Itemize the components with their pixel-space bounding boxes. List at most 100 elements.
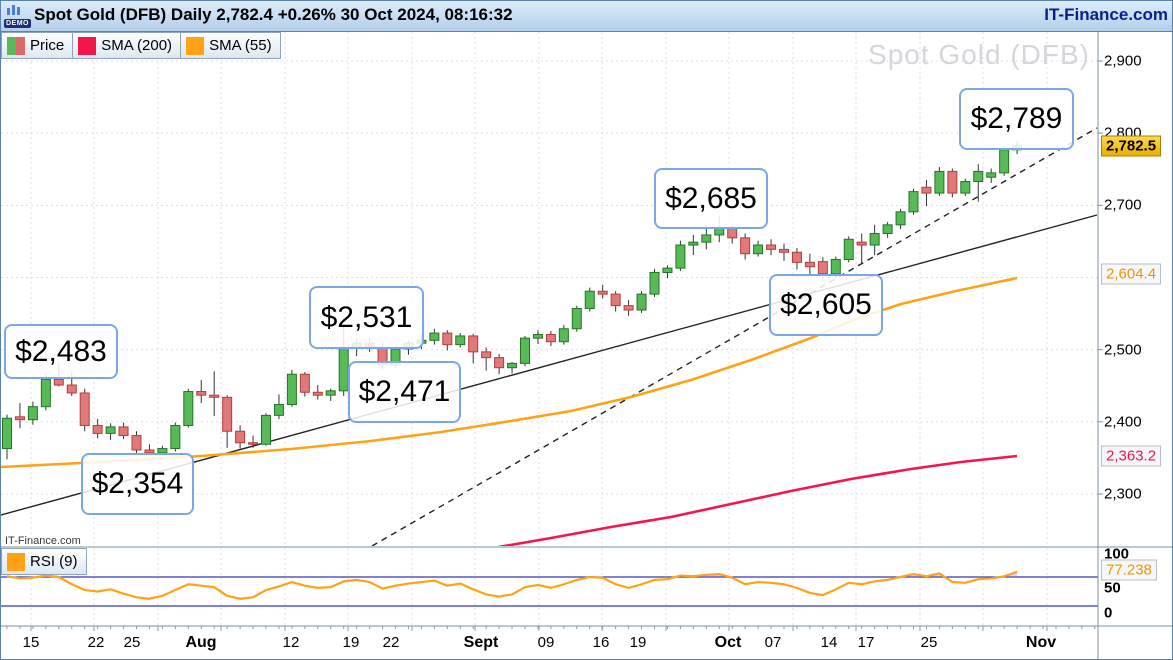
last-price-tag: 2,782.5 [1101,135,1162,157]
candle [507,361,518,374]
legend-sma200[interactable]: SMA (200) [73,32,182,59]
price-annotation[interactable]: $2,471 [348,361,461,423]
candle [248,435,259,448]
candle [856,233,867,264]
candle [27,401,38,425]
legend-sma55[interactable]: SMA (55) [181,32,281,59]
rsi-axis-label: 100 [1104,545,1130,563]
candle [973,164,984,202]
candle [701,225,712,250]
axis-ticks [6,626,1096,631]
legend-rsi[interactable]: RSI (9) [1,548,87,575]
candle [584,287,595,312]
candle [196,379,207,404]
candle [532,330,543,344]
y-axis-label: 2,700 [1104,196,1142,214]
y-axis-label: 2,900 [1104,52,1142,70]
candle [273,394,284,419]
candle [118,422,129,440]
candle [494,354,505,375]
x-axis-day-label: 25 [920,634,938,651]
candle [429,328,440,345]
rsi-axis-label: 50 [1104,579,1121,597]
candle [882,221,893,238]
price-annotation[interactable]: $2,354 [81,453,194,515]
x-axis-day-label: 22 [87,634,105,651]
candle [455,333,466,348]
price-annotation[interactable]: $2,605 [769,274,883,336]
gridlines [1,32,1098,625]
x-axis-month-label: Sept [463,634,499,651]
candle [623,299,634,316]
x-axis-day-label: 16 [592,634,610,651]
candle [610,291,621,312]
candle [157,445,168,454]
rsi-value-tag: 77.238 [1101,559,1157,581]
title-bar: DEMO Spot Gold (DFB) Daily 2,782.4 +0.26… [1,1,1172,32]
y-axis-label: 2,300 [1104,485,1142,503]
x-axis-day-label: 19 [629,634,647,651]
rsi-legend-row: RSI (9) [1,548,87,575]
legend-price-label: Price [30,37,65,54]
candle [779,243,789,261]
candle [571,305,582,332]
candle [740,233,751,260]
candle [183,388,194,428]
candle [442,330,453,351]
rsi-overbought-fill [7,571,1018,577]
sma55-chip-icon [186,36,205,55]
x-axis-month-label: Oct [714,634,742,651]
x-axis-day-label: 25 [123,634,141,651]
candle [843,236,854,263]
sma55-value-tag: 2,604.4 [1101,263,1162,285]
candle [766,239,777,256]
x-axis-day-label: 22 [382,634,400,651]
candle [468,333,479,364]
candle [2,414,12,460]
legend-sma55-label: SMA (55) [209,37,272,54]
candle [235,425,246,449]
legend-rsi-label: RSI (9) [30,553,78,570]
candle [934,167,945,196]
legend-price[interactable]: Price [1,32,74,59]
candle [804,253,815,277]
price-annotation[interactable]: $2,685 [654,168,768,229]
rsi-line[interactable] [6,570,1018,600]
candle [688,234,699,256]
candle [649,268,660,297]
candle [869,224,880,256]
candle [312,385,323,400]
candle [209,371,220,417]
x-axis-day-label: 19 [342,634,360,651]
x-axis-day-label: 12 [282,634,300,651]
candle [520,335,530,367]
candle [79,388,90,432]
brand-link[interactable]: IT-Finance.com [1044,5,1168,24]
x-axis-day-label: 15 [22,634,40,651]
chart-title: Spot Gold (DFB) Daily 2,782.4 +0.26% 30 … [34,5,513,24]
rsi-axis-label: 0 [1104,604,1113,622]
sma200-chip-icon [78,36,97,55]
price-annotation[interactable]: $2,483 [4,324,118,379]
price-annotation[interactable]: $2,789 [959,88,1074,150]
rsi-chip-icon [7,552,25,571]
sma200-value-tag: 2,363.2 [1101,445,1162,467]
candle [636,291,647,313]
candle [481,347,492,371]
price-legend-row: Price SMA (200) SMA (55) [1,32,281,59]
candle [40,374,51,411]
legend-sma200-label: SMA (200) [101,37,173,54]
x-axis-day-label: 17 [857,634,875,651]
candle [597,284,608,299]
sma200-line[interactable] [493,454,1018,548]
candle [92,418,103,439]
candle [908,188,919,215]
candle [662,265,673,279]
candle [299,372,310,397]
price-chip-icon [7,36,25,55]
x-axis-day-label: 07 [764,634,782,651]
price-annotation[interactable]: $2,531 [309,286,424,349]
candle [895,208,906,230]
x-axis-month-label: Nov [1025,634,1057,651]
